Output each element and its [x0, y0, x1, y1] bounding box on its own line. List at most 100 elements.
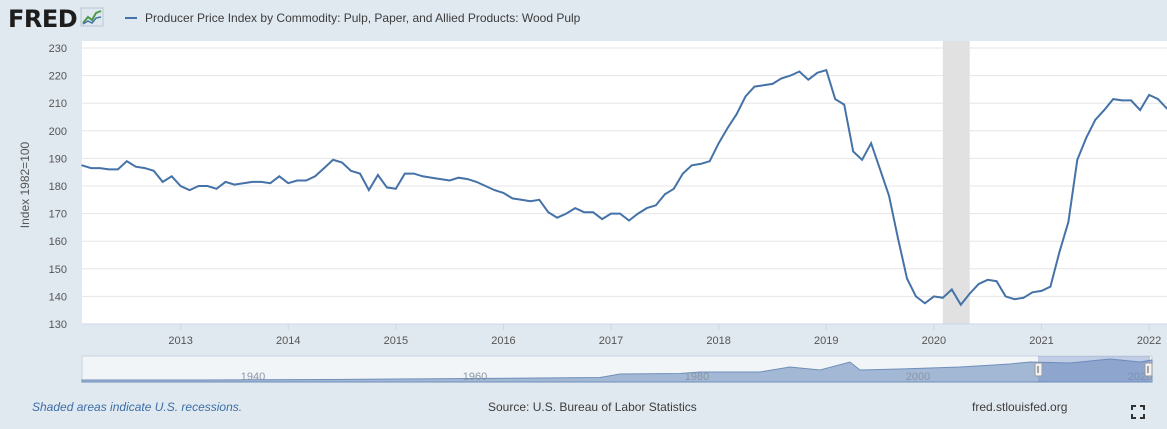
data-point[interactable] [81, 164, 83, 167]
data-point[interactable] [610, 212, 612, 215]
data-point[interactable] [484, 185, 487, 187]
data-point[interactable] [170, 175, 173, 178]
data-point[interactable] [628, 219, 630, 222]
data-point[interactable] [933, 295, 935, 298]
data-point[interactable] [511, 197, 514, 200]
data-point[interactable] [377, 174, 379, 176]
data-point[interactable] [655, 204, 657, 207]
data-point[interactable] [179, 185, 182, 187]
data-point[interactable] [762, 84, 765, 87]
data-point[interactable] [117, 168, 119, 171]
data-point[interactable] [341, 161, 343, 164]
data-point[interactable] [1013, 298, 1016, 301]
data-point[interactable] [744, 95, 747, 98]
data-point[interactable] [305, 179, 308, 182]
data-point[interactable] [108, 168, 110, 171]
data-point[interactable] [816, 72, 819, 74]
data-point[interactable] [547, 211, 550, 213]
data-point[interactable] [924, 302, 926, 305]
data-point[interactable] [161, 181, 164, 183]
data-point[interactable] [771, 83, 774, 85]
data-point[interactable] [99, 167, 101, 169]
data-point[interactable] [359, 172, 361, 175]
data-point[interactable] [90, 167, 92, 169]
data-point[interactable] [906, 277, 908, 280]
data-point[interactable] [986, 279, 989, 281]
data-point[interactable] [1058, 251, 1061, 253]
data-point[interactable] [350, 170, 352, 172]
data-point[interactable] [1022, 297, 1025, 299]
data-point[interactable] [691, 164, 693, 167]
data-point[interactable] [556, 216, 558, 219]
data-point[interactable] [538, 199, 541, 201]
data-point[interactable] [197, 185, 200, 187]
data-point[interactable] [260, 181, 263, 183]
data-point[interactable] [637, 212, 639, 215]
data-point[interactable] [960, 303, 962, 306]
data-point[interactable] [601, 218, 603, 220]
data-point[interactable] [619, 212, 621, 215]
data-point[interactable] [673, 188, 675, 190]
data-point[interactable] [1085, 136, 1088, 139]
data-point[interactable] [520, 199, 523, 201]
data-point[interactable] [646, 207, 648, 209]
data-point[interactable] [843, 103, 845, 106]
data-point[interactable] [888, 194, 890, 197]
data-point[interactable] [278, 175, 281, 178]
data-point[interactable] [708, 160, 711, 162]
data-point[interactable] [1067, 221, 1070, 223]
data-point[interactable] [726, 127, 729, 129]
data-point[interactable] [206, 185, 209, 187]
data-point[interactable] [314, 175, 316, 178]
data-point[interactable] [1130, 99, 1132, 102]
data-point[interactable] [879, 168, 881, 171]
data-point[interactable] [466, 178, 469, 180]
data-point[interactable] [269, 182, 272, 184]
data-point[interactable] [188, 189, 191, 191]
data-point[interactable] [287, 182, 290, 184]
data-point[interactable] [1148, 94, 1150, 96]
data-point[interactable] [430, 176, 433, 179]
data-point[interactable] [861, 159, 863, 161]
data-point[interactable] [825, 69, 828, 71]
data-point[interactable] [1112, 98, 1114, 100]
data-point[interactable] [574, 207, 576, 209]
data-point[interactable] [1121, 99, 1123, 102]
data-point[interactable] [457, 176, 460, 179]
data-point[interactable] [807, 78, 810, 81]
data-point[interactable] [135, 165, 137, 168]
data-point[interactable] [448, 179, 451, 182]
data-point[interactable] [1004, 295, 1007, 298]
data-point[interactable] [897, 237, 899, 240]
fullscreen-icon[interactable] [1131, 405, 1145, 419]
data-point[interactable] [1103, 109, 1105, 111]
data-point[interactable] [951, 288, 953, 291]
data-point[interactable] [126, 160, 128, 162]
data-point[interactable] [224, 181, 227, 183]
data-point[interactable] [753, 85, 756, 88]
data-point[interactable] [1040, 290, 1043, 292]
data-point[interactable] [475, 181, 478, 183]
data-point[interactable] [565, 212, 567, 215]
data-point[interactable] [968, 292, 971, 295]
data-point[interactable] [395, 188, 397, 190]
data-point[interactable] [592, 211, 594, 213]
data-point[interactable] [1157, 98, 1159, 100]
data-point[interactable] [152, 170, 155, 172]
data-point[interactable] [735, 113, 738, 115]
data-point[interactable] [251, 181, 254, 183]
data-point[interactable] [332, 159, 334, 161]
data-point[interactable] [699, 163, 702, 165]
data-point[interactable] [404, 172, 406, 175]
data-point[interactable] [1049, 285, 1052, 288]
navigator-selection[interactable] [1038, 356, 1150, 382]
data-point[interactable] [144, 167, 146, 169]
site-link[interactable]: fred.stlouisfed.org [972, 400, 1068, 414]
data-point[interactable] [439, 178, 442, 180]
data-point[interactable] [215, 188, 218, 190]
data-point[interactable] [789, 74, 792, 77]
data-point[interactable] [502, 192, 505, 194]
data-point[interactable] [915, 295, 917, 298]
range-navigator[interactable]: 19401960198020002020 [81, 355, 1153, 383]
data-point[interactable] [852, 150, 854, 153]
